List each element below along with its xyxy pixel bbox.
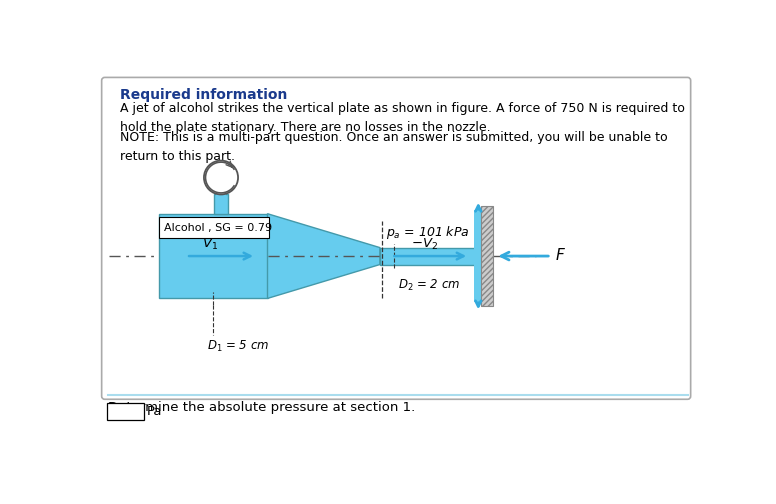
Bar <box>380 247 480 265</box>
Bar <box>480 206 493 306</box>
Text: $-V_2$: $-V_2$ <box>411 237 438 252</box>
FancyBboxPatch shape <box>107 403 144 420</box>
FancyBboxPatch shape <box>159 217 269 238</box>
Polygon shape <box>268 214 380 298</box>
Bar <box>214 195 228 214</box>
Text: $F$: $F$ <box>555 246 566 263</box>
Text: $D_1$ = 5 cm: $D_1$ = 5 cm <box>207 339 269 353</box>
Text: $D_2$ = 2 cm: $D_2$ = 2 cm <box>397 278 460 293</box>
Circle shape <box>204 161 238 195</box>
Text: Alcohol , SG = 0.79: Alcohol , SG = 0.79 <box>164 223 272 232</box>
Text: Required information: Required information <box>120 88 288 102</box>
Bar <box>473 210 483 256</box>
Text: Determine the absolute pressure at section 1.: Determine the absolute pressure at secti… <box>108 401 415 414</box>
Text: Pa: Pa <box>147 405 162 418</box>
Bar <box>473 256 483 302</box>
Text: A jet of alcohol strikes the vertical plate as shown in figure. A force of 750 N: A jet of alcohol strikes the vertical pl… <box>120 102 685 134</box>
Text: $p_a$ = 101 kPa: $p_a$ = 101 kPa <box>386 224 469 241</box>
FancyBboxPatch shape <box>102 78 691 399</box>
Bar <box>159 214 268 298</box>
Wedge shape <box>221 161 238 195</box>
Text: NOTE: This is a multi-part question. Once an answer is submitted, you will be un: NOTE: This is a multi-part question. Onc… <box>120 131 668 163</box>
Text: $V_1$: $V_1$ <box>202 237 218 252</box>
Bar <box>217 176 226 196</box>
